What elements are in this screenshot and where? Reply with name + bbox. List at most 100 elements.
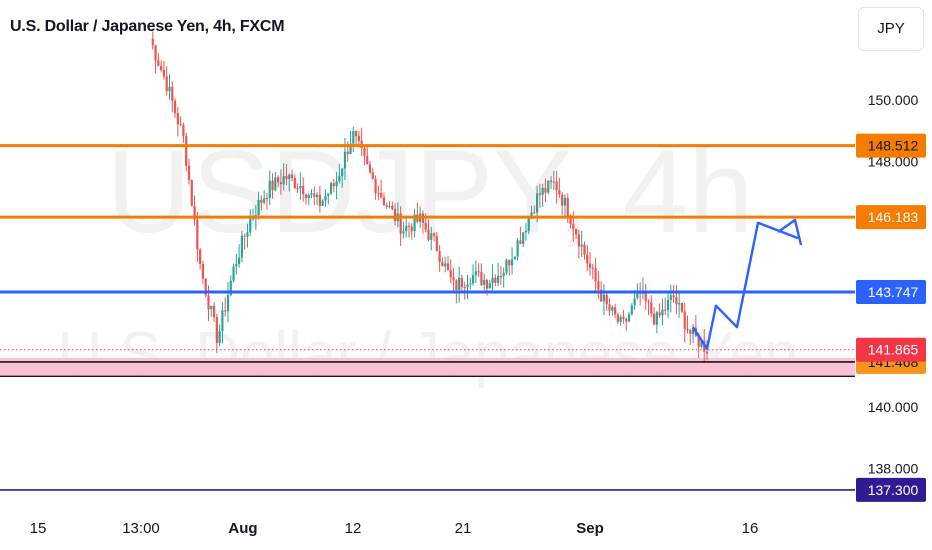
candle-body <box>304 194 308 199</box>
candle-body <box>458 277 461 290</box>
candle-body <box>672 295 675 298</box>
time-tick-label: Sep <box>576 520 604 537</box>
candle-body <box>435 235 438 252</box>
candle-body <box>310 193 313 195</box>
level-price-tag-0: 148.512 <box>868 138 919 154</box>
price-tick-label: 140.000 <box>868 399 919 415</box>
candle-body <box>697 335 700 347</box>
candle-body <box>572 223 575 229</box>
candle-body <box>377 192 380 194</box>
price-axis[interactable]: 150.000148.000140.000138.000148.512146.1… <box>855 0 932 550</box>
candle-body <box>561 194 564 206</box>
candle-body <box>611 307 614 311</box>
chart-title: U.S. Dollar / Japanese Yen, 4h, FXCM <box>10 18 285 35</box>
candle-body <box>647 301 650 303</box>
candle-body <box>171 86 174 101</box>
candle-body <box>536 193 539 213</box>
candle-body <box>271 180 274 191</box>
candle-body <box>558 190 561 195</box>
candle-body <box>430 233 433 240</box>
projection-path[interactable] <box>691 218 803 350</box>
horizontal-levels[interactable] <box>0 144 855 491</box>
candle-body <box>502 272 505 276</box>
candle-body <box>700 340 703 347</box>
candles[interactable] <box>151 31 709 363</box>
candle-body <box>249 218 252 233</box>
candle-body <box>388 205 391 207</box>
candle-body <box>293 177 296 189</box>
candle-body <box>204 278 207 296</box>
candle-body <box>154 45 157 61</box>
candle-body <box>616 314 619 322</box>
time-tick-label: 13:00 <box>122 520 160 537</box>
candle-body <box>299 185 302 189</box>
candle-body <box>307 194 310 199</box>
candle-body <box>282 175 285 185</box>
projection-line <box>691 221 799 350</box>
candle-body <box>552 181 555 183</box>
price-tick-label: 150.000 <box>868 92 919 108</box>
level-price-tag-4: 137.300 <box>868 482 919 498</box>
time-tick-label: 15 <box>30 520 47 537</box>
candle-body <box>343 151 347 169</box>
candle-body <box>480 272 483 285</box>
candle-body <box>257 200 260 216</box>
time-axis[interactable]: 15 13:00 Aug 12 21 Sep 16 <box>30 520 759 537</box>
candle-body <box>210 305 213 310</box>
candle-body <box>680 302 684 312</box>
candle-body <box>405 225 408 232</box>
candle-body <box>371 172 374 179</box>
level-price-tag-0-bg <box>856 133 926 158</box>
support-zone-rect <box>0 357 855 377</box>
candle-body <box>285 175 288 180</box>
candle-body <box>157 60 160 66</box>
candle-body <box>338 176 341 182</box>
candle-body <box>664 309 667 311</box>
candle-body <box>661 309 664 316</box>
candle-body <box>530 212 533 218</box>
projection-arrowhead <box>777 218 803 246</box>
candle-body <box>151 38 154 46</box>
candle-body <box>477 271 480 273</box>
candle-body <box>199 249 202 264</box>
candle-body <box>382 197 386 205</box>
candle-body <box>391 205 394 210</box>
price-axis-bg <box>855 0 932 550</box>
candle-body <box>675 297 678 305</box>
candle-body <box>238 257 241 264</box>
candle-body <box>316 194 319 198</box>
candle-body <box>449 270 452 278</box>
candle-body <box>549 180 553 183</box>
candle-body <box>594 268 597 282</box>
candle-body <box>352 131 355 144</box>
candle-body <box>279 182 282 185</box>
last-price-tag-bg <box>856 337 926 362</box>
candle-body <box>354 131 358 137</box>
candle-body <box>187 165 191 180</box>
candle-body <box>666 299 670 310</box>
candle-body <box>226 295 230 312</box>
candle-body <box>346 151 349 154</box>
candle-body <box>173 100 177 113</box>
candle-body <box>588 263 592 268</box>
price-tick-label: 138.000 <box>868 460 919 476</box>
candle-body <box>508 259 511 266</box>
candle-body <box>260 200 263 203</box>
candle-body <box>243 235 246 237</box>
level-price-tag-1-bg <box>856 205 926 230</box>
candle-body <box>580 244 583 247</box>
candle-body <box>494 277 497 283</box>
candle-body <box>483 280 486 285</box>
candle-body <box>212 305 216 318</box>
candle-body <box>669 295 672 300</box>
candle-body <box>566 198 569 218</box>
candle-body <box>196 219 199 250</box>
currency-button[interactable]: JPY <box>858 7 924 51</box>
last-price-tag: 141.865 <box>868 342 919 358</box>
candle-body <box>438 251 441 262</box>
candle-body <box>497 275 500 283</box>
candle-body <box>349 143 352 154</box>
candle-body <box>288 174 291 180</box>
